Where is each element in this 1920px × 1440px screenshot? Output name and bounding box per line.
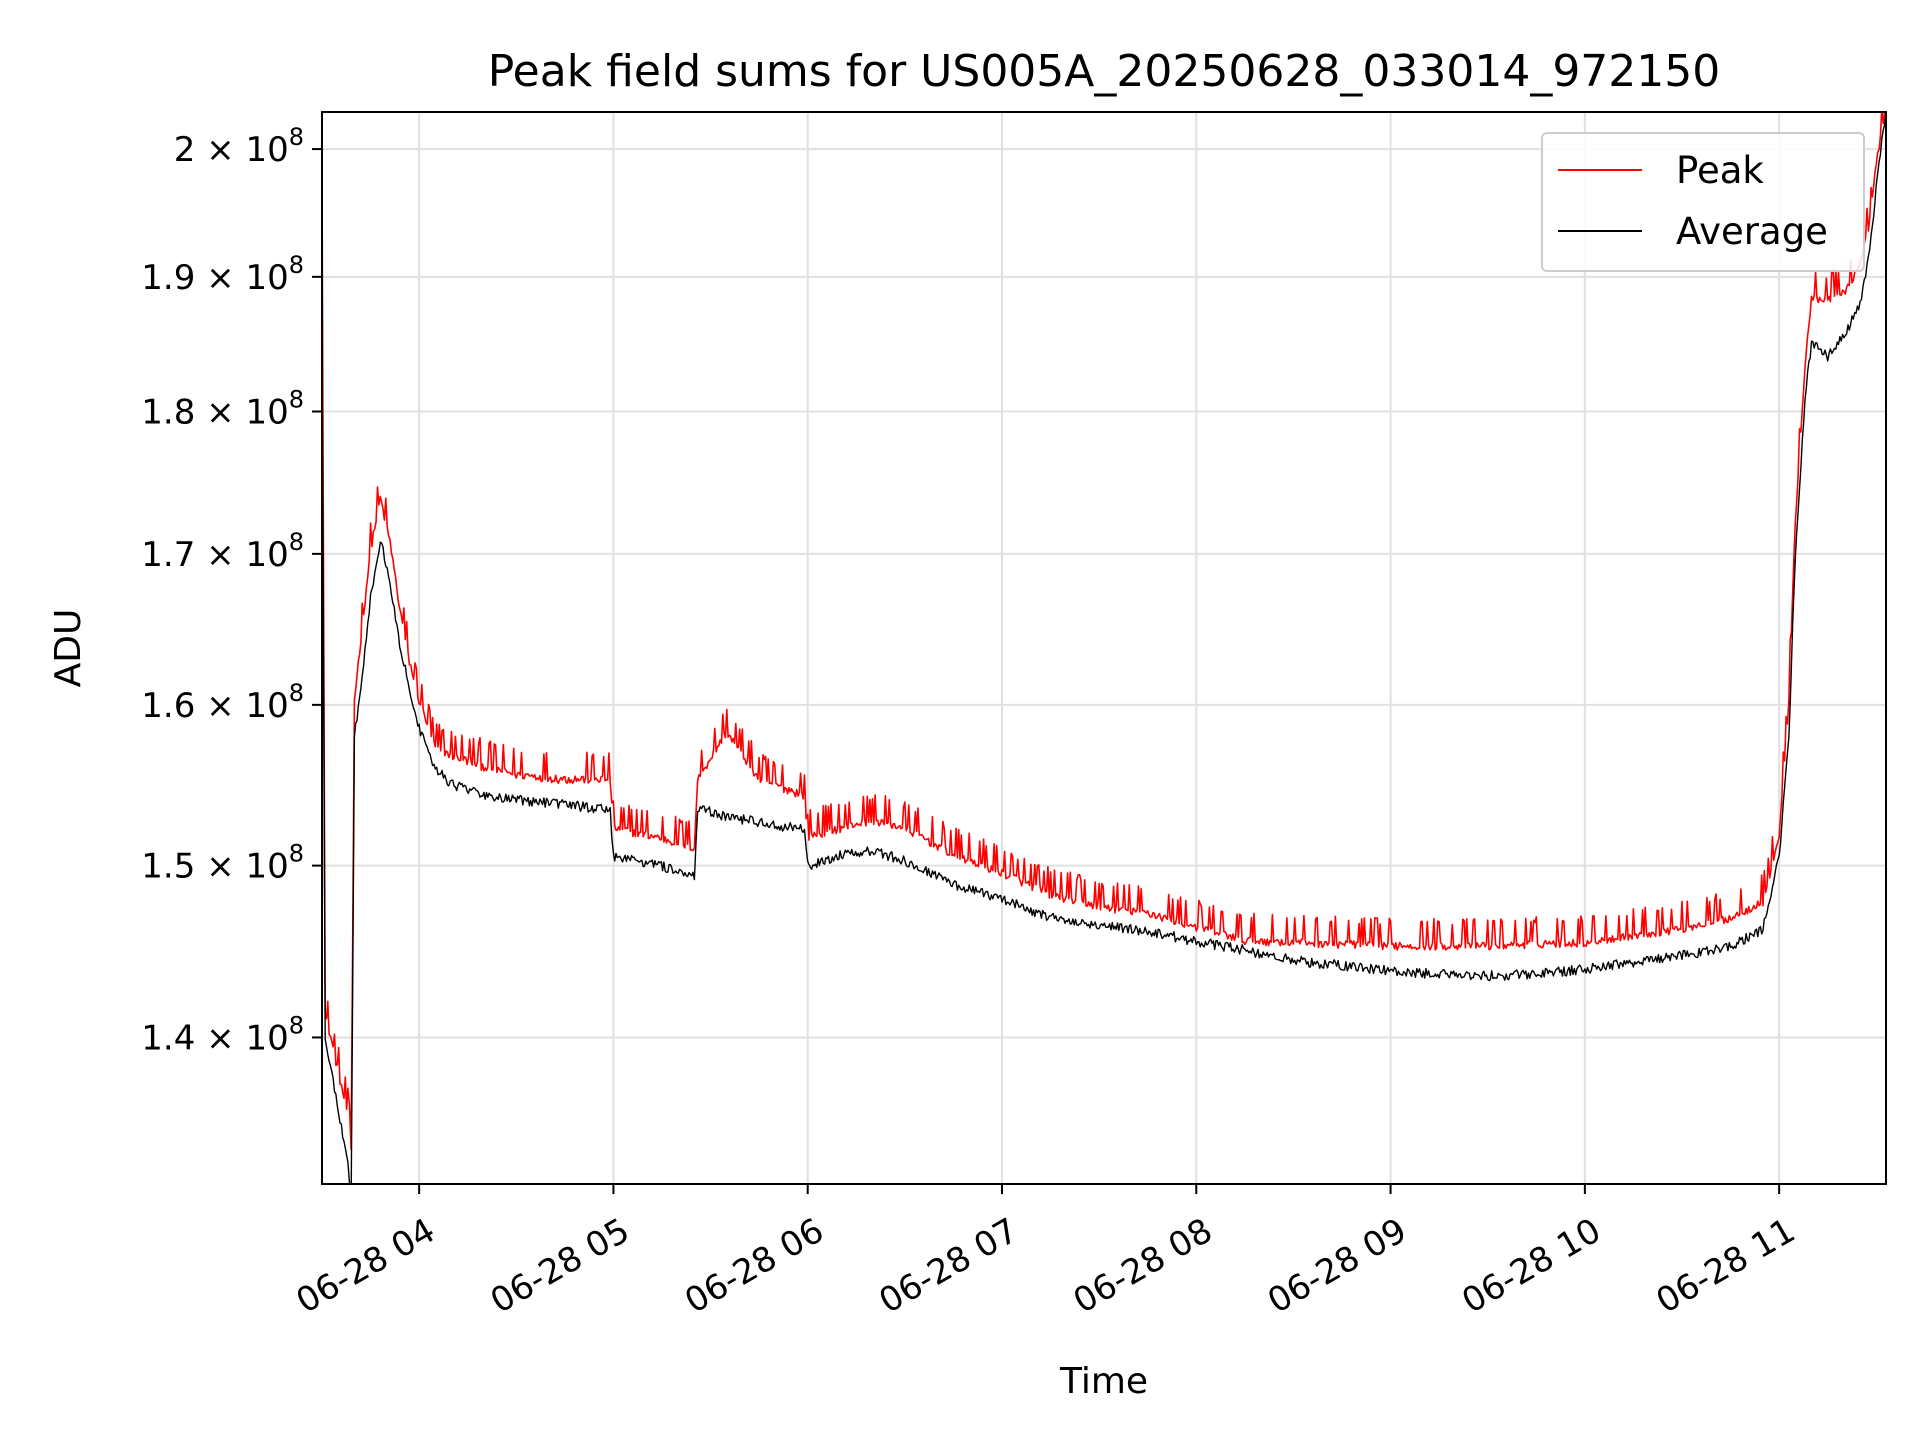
y-tick-label: 1.9 × 108 [141,251,304,298]
series-average-line [322,112,1886,1184]
y-axis-ticks: 1.4 × 108 1.5 × 108 1.6 × 108 1.7 × 108 1.8 … [141,123,322,1058]
legend: Peak Average [1541,132,1865,272]
chart-title: Peak field sums for US005A_20250628_0330… [488,46,1721,97]
y-tick-label: 1.7 × 108 [141,528,304,575]
series-layer [322,112,1886,1184]
legend-average-label: Average [1676,210,1828,253]
y-tick-label: 1.8 × 108 [141,386,304,433]
y-tick-label: 1.5 × 108 [141,840,304,887]
legend-box [1541,132,1865,272]
y-axis-title: ADU [48,609,89,688]
y-tick-label: 1.6 × 108 [141,679,304,726]
grid-layer [322,112,1886,1184]
plot-frame [321,111,1887,1185]
series-peak-line [322,112,1886,1150]
y-tick-label: 1.4 × 108 [141,1011,304,1058]
x-axis-title: Time [1059,1361,1148,1402]
legend-peak-label: Peak [1676,149,1764,192]
y-tick-label: 2 × 108 [174,123,304,170]
